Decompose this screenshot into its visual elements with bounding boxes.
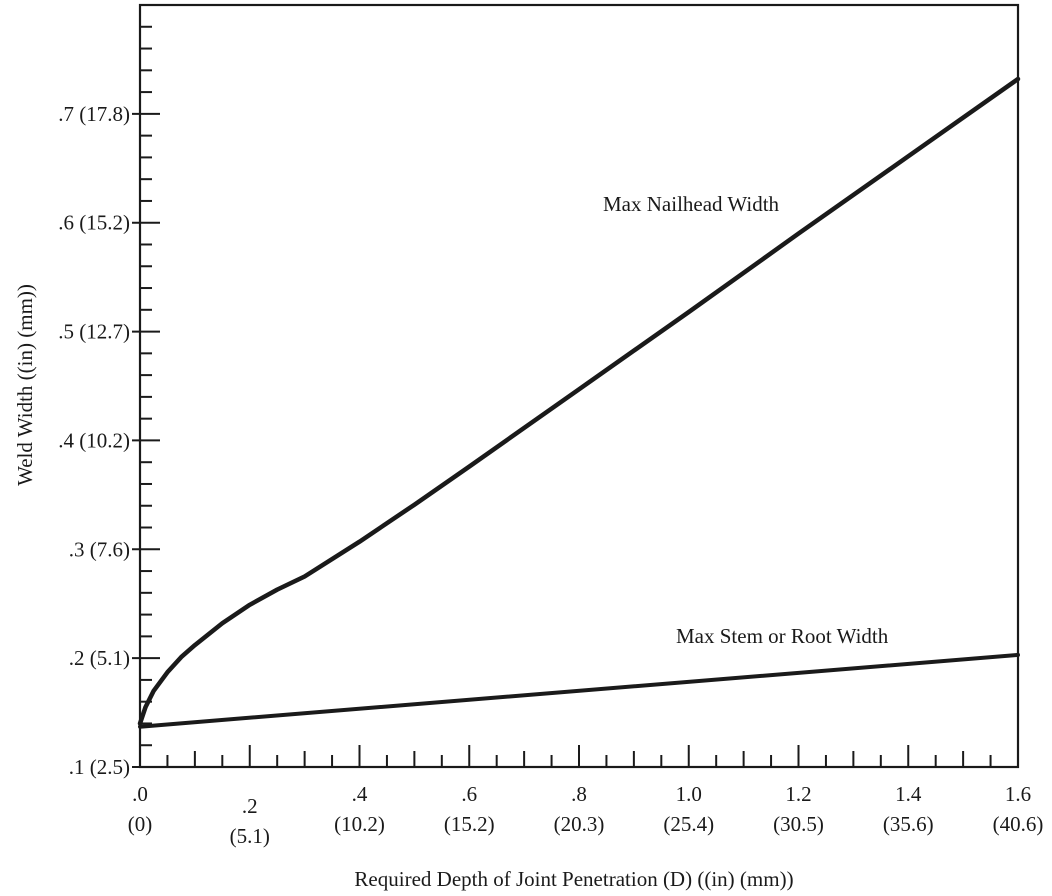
x-tick-label: .0: [132, 782, 148, 806]
y-tick-label: .4 (10.2): [58, 428, 130, 452]
x-tick-label: .6: [461, 782, 477, 806]
y-tick-label: .6 (15.2): [58, 211, 130, 235]
x-tick-sublabel: (10.2): [334, 812, 385, 836]
x-tick-sublabel: (0): [128, 812, 153, 836]
x-tick-sublabel: (30.5): [773, 812, 824, 836]
x-tick-sublabel: (35.6): [883, 812, 934, 836]
y-tick-label: .1 (2.5): [69, 755, 130, 779]
y-tick-label: .7 (17.8): [58, 102, 130, 126]
x-tick-label: 1.6: [1005, 782, 1031, 806]
x-tick-sublabel: (25.4): [663, 812, 714, 836]
x-tick-sublabel: (20.3): [554, 812, 605, 836]
y-tick-label: .2 (5.1): [69, 646, 130, 670]
stem-root-width-line: [138, 652, 1020, 729]
x-tick-sublabel: (5.1): [230, 824, 270, 848]
series-label-stem-root: Max Stem or Root Width: [676, 624, 889, 648]
x-tick-label: 1.2: [785, 782, 811, 806]
x-tick-sublabel: (15.2): [444, 812, 495, 836]
series-lines: [137, 76, 1021, 729]
x-tick-label: 1.0: [676, 782, 702, 806]
y-tick-label: .3 (7.6): [69, 537, 130, 561]
x-axis-title: Required Depth of Joint Penetration (D) …: [354, 867, 793, 891]
y-axis-title: Weld Width ((in) (mm)): [13, 284, 37, 486]
axis-ticks: .1 (2.5) .2 (5.1) .3 (7.6) .4 (10.2) .5 (12.…: [58, 25, 1044, 848]
x-tick-label: .8: [571, 782, 587, 806]
series-label-nailhead: Max Nailhead Width: [603, 192, 780, 216]
nailhead-width-line: [137, 76, 1021, 726]
x-tick-label: .4: [352, 782, 368, 806]
plot-frame: [138, 3, 1020, 769]
y-tick-label: .5 (12.7): [58, 320, 130, 344]
x-tick-label: 1.4: [895, 782, 922, 806]
x-tick-sublabel: (40.6): [993, 812, 1044, 836]
x-tick-label: .2: [242, 794, 258, 818]
